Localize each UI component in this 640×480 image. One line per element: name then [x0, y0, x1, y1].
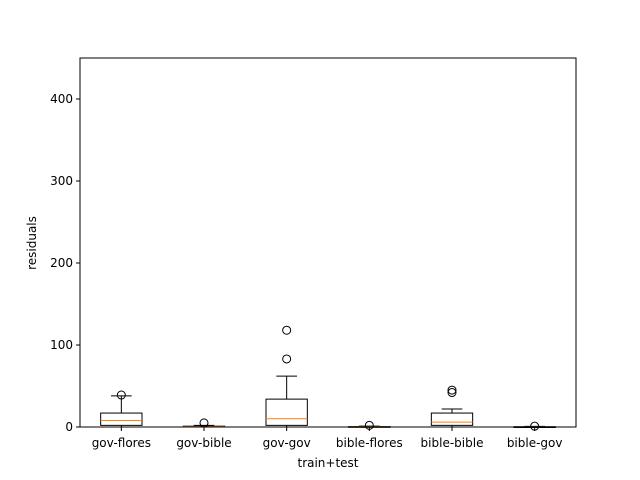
- outlier-point: [447, 385, 457, 395]
- y-tick-label: 400: [50, 92, 73, 106]
- y-tick-label: 200: [50, 256, 73, 270]
- x-tick-label: bible-gov: [507, 436, 563, 450]
- box-iqr: [100, 412, 143, 426]
- x-tick-label: gov-bible: [176, 436, 231, 450]
- x-axis-label: train+test: [297, 456, 358, 470]
- box-gov-gov: [265, 325, 308, 428]
- box-gov-bible: [182, 418, 226, 428]
- y-axis-ticks: 0 100 200 300 400: [50, 92, 80, 434]
- outlier-point: [282, 354, 292, 364]
- x-tick-label: bible-flores: [336, 436, 403, 450]
- box-gov-flores: [100, 390, 143, 428]
- outlier-point: [282, 325, 292, 335]
- y-tick-label: 0: [65, 420, 73, 434]
- x-tick-label: bible-bible: [421, 436, 484, 450]
- plot-marks: [100, 325, 556, 431]
- y-tick-label: 100: [50, 338, 73, 352]
- y-axis-label: residuals: [25, 216, 39, 270]
- box-iqr: [430, 412, 474, 426]
- outlier-point: [116, 390, 126, 400]
- box-iqr: [265, 398, 308, 426]
- x-tick-label: gov-gov: [263, 436, 311, 450]
- x-axis-ticks: gov-flores gov-bible gov-gov bible-flores bi…: [92, 427, 563, 450]
- outlier-point: [447, 388, 457, 398]
- y-tick-label: 300: [50, 174, 73, 188]
- x-tick-label: gov-flores: [92, 436, 151, 450]
- box-bible-bible: [430, 385, 474, 428]
- plot-frame: [79, 57, 577, 428]
